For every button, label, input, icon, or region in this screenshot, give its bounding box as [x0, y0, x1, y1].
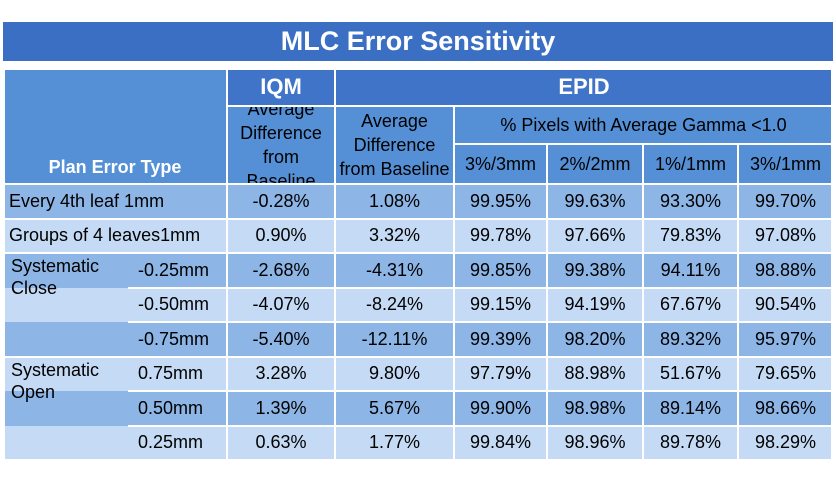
table-cell: 98.66% — [738, 391, 833, 426]
gamma-col-header: 3%/3mm — [454, 144, 547, 184]
table-cell: -2.68% — [227, 253, 335, 288]
table-cell: 90.54% — [738, 287, 833, 322]
grid-line — [3, 183, 833, 185]
table-cell: 89.14% — [643, 391, 738, 426]
table-cell: 97.08% — [738, 218, 833, 253]
table-cell: 0.90% — [227, 218, 335, 253]
table-cell: 99.15% — [454, 287, 547, 322]
row-sub-label: -0.75mm — [128, 322, 227, 357]
group-label-open: Systematic Open — [11, 359, 100, 402]
table-cell: 98.29% — [738, 425, 833, 460]
gamma-col-header: 1%/1mm — [643, 144, 738, 184]
row-label-blank — [3, 253, 128, 288]
table-cell: 98.98% — [547, 391, 643, 426]
grid-line — [737, 144, 739, 460]
table-cell: 97.79% — [454, 356, 547, 391]
table-cell: 94.11% — [643, 253, 738, 288]
table-cell: 98.88% — [738, 253, 833, 288]
table-cell: -8.24% — [335, 287, 454, 322]
row-sub-label: 0.75mm — [128, 356, 227, 391]
gamma-col-header: 3%/1mm — [738, 144, 833, 184]
table-cell: 99.95% — [454, 184, 547, 219]
table-cell: 88.98% — [547, 356, 643, 391]
row-sub-label: 0.25mm — [128, 425, 227, 460]
grid-line — [3, 355, 833, 358]
grid-line — [128, 424, 833, 427]
iqm-avg-diff-header: Average Difference from Baseline — [227, 106, 335, 184]
table-cell: 1.08% — [335, 184, 454, 219]
table-cell: 1.77% — [335, 425, 454, 460]
table-cell: 51.67% — [643, 356, 738, 391]
grid-line — [3, 217, 833, 220]
table-cell: 79.83% — [643, 218, 738, 253]
row-sub-label: -0.50mm — [128, 287, 227, 322]
row-label-blank — [3, 322, 128, 357]
grid-line — [227, 105, 833, 107]
row-label-blank — [3, 287, 128, 322]
table-cell: 97.66% — [547, 218, 643, 253]
table-cell: 3.32% — [335, 218, 454, 253]
row-sub-label: -0.25mm — [128, 253, 227, 288]
row-label: Every 4th leaf 1mm — [3, 184, 227, 219]
table-cell: 1.39% — [227, 391, 335, 426]
table-cell: 94.19% — [547, 287, 643, 322]
grid-line — [546, 144, 548, 460]
table-cell: -4.07% — [227, 287, 335, 322]
table-cell: 95.97% — [738, 322, 833, 357]
table-cell: 3.28% — [227, 356, 335, 391]
row-label-blank — [3, 391, 128, 426]
table-cell: 99.39% — [454, 322, 547, 357]
grid-line — [334, 68, 336, 460]
grid-line — [3, 252, 833, 254]
gamma-col-header: 2%/2mm — [547, 144, 643, 184]
grid-line — [3, 68, 5, 460]
grid-line — [453, 106, 455, 460]
table-cell: 9.80% — [335, 356, 454, 391]
table-cell: -5.40% — [227, 322, 335, 357]
table-cell: 89.32% — [643, 322, 738, 357]
grid-line — [454, 143, 833, 145]
grid-line — [128, 321, 833, 323]
grid-line — [642, 144, 644, 460]
table-title: MLC Error Sensitivity — [3, 22, 833, 61]
iqm-header: IQM — [227, 68, 335, 106]
table-cell: 0.63% — [227, 425, 335, 460]
table-cell: 99.78% — [454, 218, 547, 253]
grid-line — [831, 68, 833, 460]
epid-header: EPID — [335, 68, 833, 106]
table-cell: 5.67% — [335, 391, 454, 426]
grid-line — [3, 68, 833, 70]
table-cell: 99.90% — [454, 391, 547, 426]
row-sub-label: 0.50mm — [128, 391, 227, 426]
grid-line — [128, 390, 833, 392]
table-cell: -0.28% — [227, 184, 335, 219]
table-cell: 89.78% — [643, 425, 738, 460]
table-cell: -4.31% — [335, 253, 454, 288]
table-cell: 99.84% — [454, 425, 547, 460]
grid-line — [3, 459, 833, 461]
row-label-blank — [3, 356, 128, 391]
table-cell: 99.70% — [738, 184, 833, 219]
group-label-close: Systematic Close — [11, 256, 100, 298]
plan-error-type-header: Plan Error Type — [3, 68, 227, 184]
table-cell: 67.67% — [643, 287, 738, 322]
row-label-blank — [3, 425, 128, 460]
table-cell: 98.96% — [547, 425, 643, 460]
row-label: Groups of 4 leaves1mm — [3, 218, 227, 253]
table-cell: 79.65% — [738, 356, 833, 391]
table-cell: -12.11% — [335, 322, 454, 357]
table-cell: 98.20% — [547, 322, 643, 357]
table-cell: 99.63% — [547, 184, 643, 219]
grid-line — [128, 286, 833, 289]
table-cell: 99.85% — [454, 253, 547, 288]
table-cell: 93.30% — [643, 184, 738, 219]
epid-avg-diff-header: Average Difference from Baseline — [335, 106, 454, 184]
gamma-group-header: % Pixels with Average Gamma <1.0 — [454, 106, 833, 144]
grid-line — [226, 68, 228, 460]
table-cell: 99.38% — [547, 253, 643, 288]
